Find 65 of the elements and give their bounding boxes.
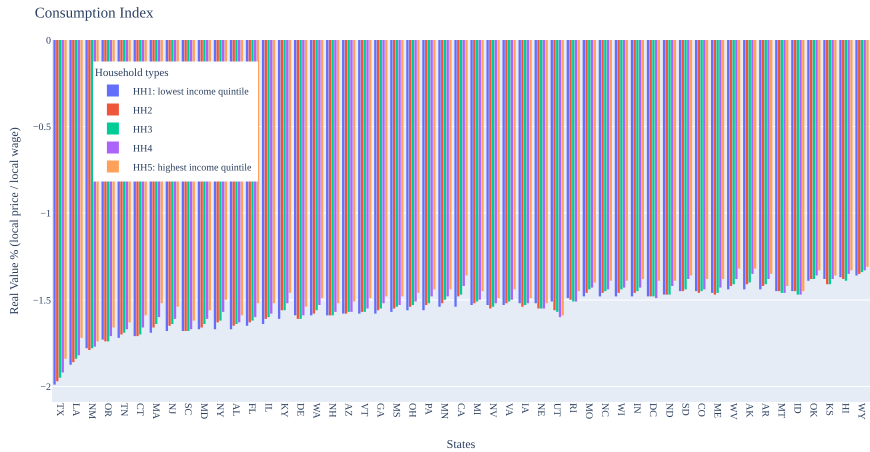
legend-label: HH1: lowest income quintile [132,86,250,98]
x-tick-label: MA [150,403,161,420]
x-tick-label: AR [760,403,770,418]
legend-label: HH4 [132,143,152,154]
x-axis-title: States [446,437,476,451]
x-tick-label: NH [326,403,338,418]
x-tick-label: CT [134,403,145,416]
x-tick-label: MT [776,403,787,418]
x-tick-label: SC [182,403,194,416]
x-tick-label: NM [86,403,97,420]
x-tick-label: AL [230,403,242,416]
x-tick-label: WI [615,403,626,416]
x-tick-label: AK [743,403,754,418]
x-tick-label: ME [711,403,722,418]
x-tick-label: VA [502,403,514,417]
x-tick-label: NV [486,403,498,418]
x-tick-label: CO [695,403,706,417]
x-tick-label: CA [454,403,466,418]
x-tick-label: KS [824,403,835,416]
x-tick-label: HI [840,403,851,414]
x-tick-label: DE [294,403,306,416]
x-tick-label: IA [518,403,530,414]
y-tick-label: −1 [40,208,51,220]
x-tick-label: MD [198,403,210,420]
x-tick-label: OK [808,403,819,418]
y-tick-label: −2 [40,382,51,393]
x-tick-label: PA [422,403,434,416]
x-tick-label: MS [390,403,402,418]
x-tick-label: VT [358,403,370,416]
x-tick-label: TX [54,403,65,418]
x-tick-label: DC [647,403,658,418]
y-tick-label: 0 [46,36,51,46]
legend-label: HH5: highest income quintile [132,162,252,174]
x-tick-label: WA [310,403,322,420]
x-tick-label: WY [856,403,867,420]
x-tick-label: OR [102,403,113,418]
x-tick-label: ID [792,403,803,414]
x-tick-label: NY [214,403,226,418]
x-tick-label: RI [567,403,578,413]
x-tick-label: NJ [166,403,178,414]
x-tick-label: IN [631,403,642,414]
y-tick-label: −0.5 [32,122,51,134]
x-tick-label: TN [118,403,129,416]
chart-title: Consumption Index [34,5,154,22]
legend-label: HH2 [132,105,152,116]
x-tick-label: NE [534,403,546,416]
y-tick-label: −1.5 [32,295,51,306]
y-axis-title: Real Value % (local price / local wage) [7,127,21,315]
x-tick-label: SD [679,403,690,416]
x-tick-label: AZ [342,403,354,416]
x-tick-label: KY [278,403,290,418]
legend-label: HH3 [132,124,152,136]
x-tick-label: MI [470,403,482,416]
x-tick-label: NC [599,403,610,418]
x-tick-label: OH [406,403,418,418]
x-tick-label: ND [663,403,674,418]
x-tick-label: WV [727,403,738,420]
x-tick-label: FL [246,403,258,415]
x-tick-label: MN [438,403,450,420]
x-tick-label: IL [262,403,274,412]
x-tick-label: MO [583,403,594,420]
legend-title: Household types [94,67,169,80]
x-tick-label: GA [374,403,386,418]
x-tick-label: LA [70,403,81,418]
x-tick-label: UT [550,403,562,416]
